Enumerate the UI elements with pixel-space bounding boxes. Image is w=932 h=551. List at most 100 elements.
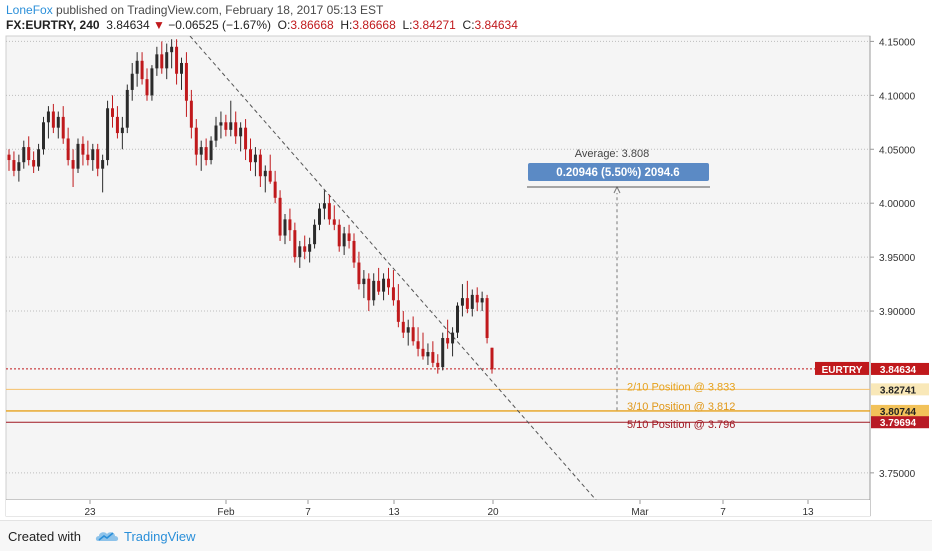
- price-badge-pos5: [871, 416, 929, 429]
- publish-line: LoneFox published on TradingView.com, Fe…: [6, 3, 383, 17]
- candle-14: [76, 138, 80, 173]
- price-change: −0.06525 (−1.67%): [168, 18, 271, 32]
- candle-18: [96, 143, 100, 177]
- candle-96: [480, 291, 484, 312]
- candle-29: [150, 65, 154, 101]
- x-tick-label-6: 7: [720, 507, 726, 518]
- candle-7: [42, 116, 45, 155]
- candle-57: [288, 208, 292, 241]
- candle-5: [32, 151, 36, 173]
- candle-17: [91, 143, 95, 171]
- price-badge-label-last: 3.84634: [880, 365, 917, 376]
- candle-82: [411, 316, 415, 346]
- high-value: 3.86668: [352, 18, 396, 32]
- candle-45: [229, 100, 233, 137]
- price-badge-pos3: [871, 404, 929, 417]
- symbol-label: FX:EURTRY, 240: [6, 18, 100, 32]
- candle-94: [470, 289, 474, 317]
- candle-97: [485, 294, 489, 344]
- candle-23: [120, 116, 124, 150]
- candle-58: [293, 222, 297, 263]
- y-tick-label-4: 3.95000: [879, 253, 916, 264]
- tradingview-brand[interactable]: TradingView: [124, 529, 196, 544]
- candle-38: [194, 119, 198, 166]
- candle-43: [219, 111, 223, 139]
- candle-4: [27, 136, 31, 166]
- candle-39: [199, 140, 203, 171]
- open-value: 3.86668: [290, 18, 334, 32]
- candle-54: [273, 170, 277, 204]
- price-chart[interactable]: 4.15000 4.10000 4.05000 4.00000 3.95000 3.900…: [0, 0, 932, 520]
- candle-16: [86, 140, 90, 166]
- candle-37: [189, 89, 193, 139]
- candle-80: [401, 311, 405, 339]
- plot-content: 0.20946 (5.50%) 2094.6 Average: 3.808 2/10…: [6, 36, 870, 500]
- candle-11: [61, 106, 65, 144]
- candle-75: [377, 267, 381, 295]
- candle-66: [332, 205, 336, 231]
- candle-27: [140, 52, 144, 85]
- candle-32: [165, 43, 169, 80]
- candle-40: [204, 138, 208, 166]
- x-tick-label-4: 20: [487, 507, 499, 518]
- candle-10: [56, 111, 60, 139]
- candle-24: [125, 84, 129, 134]
- candle-88: [441, 332, 445, 371]
- candle-86: [431, 341, 435, 368]
- trend-line: [189, 36, 597, 500]
- candle-1: [12, 151, 16, 177]
- candle-22: [115, 106, 119, 139]
- created-with-text: Created with: [8, 529, 81, 544]
- price-badge-last: [871, 362, 929, 375]
- candle-20: [106, 100, 110, 166]
- candle-77: [387, 267, 390, 295]
- candle-73: [367, 273, 371, 312]
- position-text-pos5: 5/10 Position @ 3.796: [627, 419, 735, 431]
- candle-62: [313, 219, 317, 249]
- last-price: 3.84634: [106, 18, 150, 32]
- candle-21: [111, 95, 114, 128]
- footer-bar: Created with TradingView: [0, 520, 932, 551]
- low-value: 3.84271: [412, 18, 456, 32]
- candle-34: [175, 39, 179, 85]
- close-label: C:: [462, 18, 475, 32]
- candle-84: [421, 332, 425, 360]
- candle-53: [268, 154, 272, 184]
- x-tick-label-3: 13: [388, 507, 400, 518]
- measure-caption: Average: 3.808: [575, 148, 649, 160]
- candle-68: [342, 226, 346, 255]
- candle-72: [362, 270, 366, 299]
- open-label: O:: [277, 18, 291, 32]
- candle-55: [278, 190, 282, 241]
- candle-47: [239, 122, 243, 152]
- candle-35: [180, 57, 183, 90]
- x-tick-label-5: Mar: [631, 507, 649, 518]
- price-axis: [870, 36, 932, 516]
- price-badge-label-pos2: 3.82741: [880, 385, 917, 396]
- candle-28: [145, 68, 149, 101]
- x-tick-label-7: 13: [802, 507, 814, 518]
- candle-3: [22, 140, 26, 169]
- candle-30: [155, 46, 159, 76]
- candle-41: [209, 136, 213, 165]
- low-label: L:: [402, 18, 413, 32]
- candle-59: [298, 240, 302, 268]
- position-text-pos3: 3/10 Position @ 3.812: [627, 401, 735, 413]
- time-axis: [6, 500, 870, 516]
- candle-48: [244, 119, 248, 161]
- candle-46: [234, 111, 238, 144]
- measure-label: 0.20946 (5.50%) 2094.6: [556, 167, 679, 179]
- y-tick-label-2: 4.05000: [879, 145, 916, 156]
- candle-76: [382, 273, 386, 301]
- candle-6: [37, 143, 41, 171]
- symbol-tag: [815, 361, 869, 375]
- author-link[interactable]: LoneFox: [6, 3, 53, 17]
- price-badge-label-pos3: 3.80744: [880, 407, 917, 418]
- position-text-pos2: 2/10 Position @ 3.833: [627, 382, 735, 394]
- x-tick-label-2: 7: [305, 507, 311, 518]
- candle-56: [283, 213, 287, 245]
- candle-31: [160, 41, 164, 74]
- candle-74: [372, 273, 376, 306]
- candle-2: [17, 154, 21, 182]
- candle-95: [475, 287, 479, 312]
